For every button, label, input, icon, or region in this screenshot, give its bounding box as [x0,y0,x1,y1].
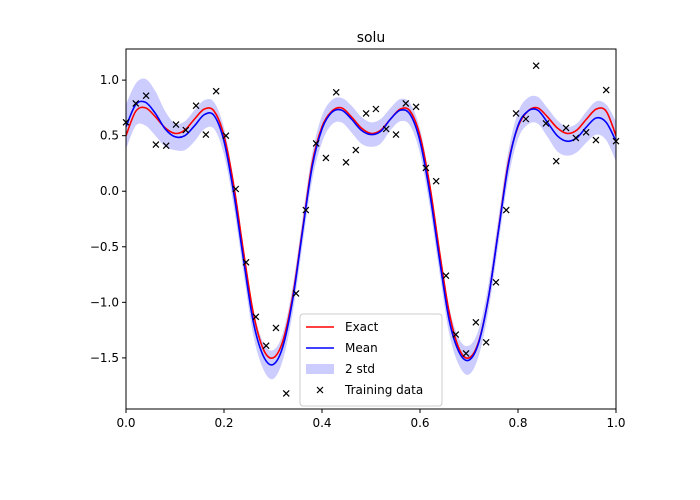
x-tick-label: 0.8 [508,416,527,430]
y-tick-label: −0.5 [90,240,119,254]
legend-mean-label: Mean [345,341,378,355]
y-tick-label: 0.5 [100,129,119,143]
y-tick-label: 0.0 [100,184,119,198]
y-tick-label: −1.5 [90,351,119,365]
legend: Exact Mean 2 std Training data [300,314,442,406]
x-tick-label: 1.0 [606,416,625,430]
x-tick-label: 0.6 [410,416,429,430]
x-tick-label: 0.4 [312,416,331,430]
x-tick-label: 0.2 [214,416,233,430]
chart-title: solu [357,30,386,46]
legend-band-label: 2 std [345,362,375,376]
legend-band-swatch [306,364,334,374]
x-tick-label: 0.0 [116,416,135,430]
legend-training-label: Training data [344,383,423,397]
y-tick-label: −1.0 [90,295,119,309]
y-tick-label: 1.0 [100,73,119,87]
legend-exact-label: Exact [345,320,379,334]
